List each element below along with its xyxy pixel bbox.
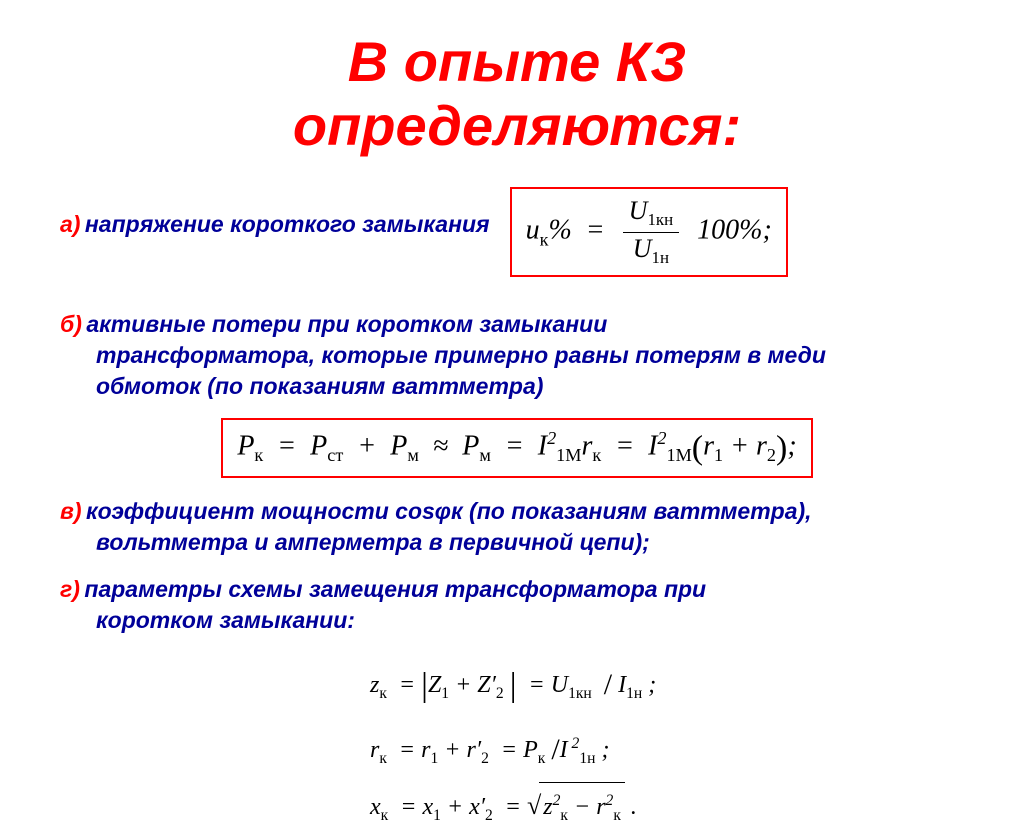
f-a-den-sub: 1н bbox=[652, 248, 670, 267]
f-a-num: U bbox=[629, 196, 648, 225]
letter-v: в) bbox=[60, 498, 82, 524]
item-a: а) напряжение короткого замыкания uк% = … bbox=[60, 189, 974, 280]
item-v-t1: коэффициент мощности cosφк (по показания… bbox=[86, 498, 812, 524]
fb-I1: I bbox=[538, 431, 547, 462]
fg-P: P bbox=[523, 737, 538, 763]
fg-r2s: 2 bbox=[481, 750, 489, 767]
f-a-den: U bbox=[633, 234, 652, 263]
fg-Ps: к bbox=[538, 750, 546, 767]
item-v: в) коэффициент мощности cosφк (по показа… bbox=[60, 496, 974, 558]
fg-I1: I bbox=[618, 672, 626, 698]
fg-Z1s: 1 bbox=[441, 685, 449, 702]
fg-Z2: Z bbox=[477, 672, 490, 698]
fg-xks: к bbox=[381, 807, 389, 824]
fg-Z2s: 2 bbox=[496, 685, 504, 702]
fg-rk: r bbox=[370, 737, 379, 763]
f-a-eq: = bbox=[586, 214, 605, 245]
fb-r2s: 1 bbox=[714, 445, 723, 465]
item-a-text: напряжение короткого замыкания bbox=[85, 211, 490, 237]
formula-b-row: Pк = Pст + Pм ≈ Pм = I21Мrк = I21М(r1 + … bbox=[60, 418, 974, 477]
fg-z1s: к bbox=[379, 685, 387, 702]
fb-P4: P bbox=[462, 431, 479, 462]
fg-zz: z bbox=[543, 794, 552, 820]
fg-xk: x bbox=[370, 794, 381, 820]
fb-1M2: 1М bbox=[667, 445, 692, 465]
fg-line2: rк = r1 + r′2 = Pк /I 21н ; bbox=[370, 720, 974, 780]
fg-r1s: 1 bbox=[430, 750, 438, 767]
fg-Us: 1кн bbox=[568, 685, 592, 702]
formula-g: zк = |Z1 + Z′2 | = U1кн / I1н ; rк = r1 … bbox=[370, 652, 974, 832]
f-a-right: 100%; bbox=[697, 214, 772, 245]
fb-P3: P bbox=[390, 431, 407, 462]
fg-I1s: 1н bbox=[626, 685, 642, 702]
letter-g: г) bbox=[60, 576, 80, 602]
fb-s3: м bbox=[407, 445, 419, 465]
fg-x1s: 1 bbox=[433, 807, 441, 824]
f-a-pct: % bbox=[548, 214, 571, 245]
fg-x1: x bbox=[422, 794, 433, 820]
fg-z1: z bbox=[370, 672, 379, 698]
fg-r2: r bbox=[466, 737, 475, 763]
fb-1M1: 1М bbox=[556, 445, 581, 465]
item-b-t3: обмоток (по показаниям ваттметра) bbox=[60, 371, 974, 402]
fb-r3s: 2 bbox=[767, 445, 776, 465]
fg-rr: r bbox=[596, 794, 605, 820]
f-a-num-sub: 1кн bbox=[647, 210, 673, 229]
fb-s4: м bbox=[479, 445, 491, 465]
item-g: г) параметры схемы замещения трансформат… bbox=[60, 574, 974, 636]
fb-s1: к bbox=[254, 445, 263, 465]
fg-rrs: к bbox=[613, 807, 621, 824]
fb-P1: P bbox=[237, 431, 254, 462]
fg-I2s: 1н bbox=[579, 750, 595, 767]
item-g-t1: параметры схемы замещения трансформатора… bbox=[84, 576, 706, 602]
fb-s2: ст bbox=[327, 445, 343, 465]
fg-x2: x bbox=[469, 794, 480, 820]
fg-line3: xк = x1 + x′2 = z2к − r2к . bbox=[370, 780, 974, 832]
fg-zzs: к bbox=[560, 807, 568, 824]
fg-I2: I bbox=[560, 737, 568, 763]
fg-line1: zк = |Z1 + Z′2 | = U1кн / I1н ; bbox=[370, 652, 974, 720]
fg-Z1: Z bbox=[428, 672, 441, 698]
slide: В опыте КЗ определяются: а) напряжение к… bbox=[0, 0, 1024, 767]
letter-a: а) bbox=[60, 211, 80, 237]
f-a-u: u bbox=[526, 214, 540, 245]
formula-b: Pк = Pст + Pм ≈ Pм = I21Мrк = I21М(r1 + … bbox=[221, 418, 812, 477]
item-b-t1: активные потери при коротком замыкании bbox=[86, 311, 607, 337]
item-b: б) активные потери при коротком замыкани… bbox=[60, 309, 974, 402]
fg-x2s: 2 bbox=[485, 807, 493, 824]
fb-P2: P bbox=[310, 431, 327, 462]
letter-b: б) bbox=[60, 311, 82, 337]
item-v-t2: вольтметра и амперметра в первичной цепи… bbox=[60, 527, 974, 558]
page-title: В опыте КЗ определяются: bbox=[60, 30, 974, 159]
title-line2: определяются: bbox=[293, 94, 741, 157]
fg-U: U bbox=[551, 672, 568, 698]
fb-r2: r bbox=[703, 431, 714, 462]
title-line1: В опыте КЗ bbox=[348, 30, 686, 93]
item-a-label: а) напряжение короткого замыкания bbox=[60, 189, 490, 240]
f-a-frac: U1кн U1н bbox=[623, 197, 679, 268]
fb-r3: r bbox=[756, 431, 767, 462]
fg-rks: к bbox=[379, 750, 387, 767]
sqrt-icon: z2к − r2к bbox=[527, 780, 625, 832]
fb-rk: к bbox=[592, 445, 601, 465]
formula-a: uк% = U1кн U1н 100%; bbox=[510, 187, 788, 278]
item-g-t2: коротком замыкании: bbox=[60, 605, 974, 636]
item-b-t2: трансформатора, которые примерно равны п… bbox=[60, 340, 974, 371]
fb-r1: r bbox=[581, 431, 592, 462]
